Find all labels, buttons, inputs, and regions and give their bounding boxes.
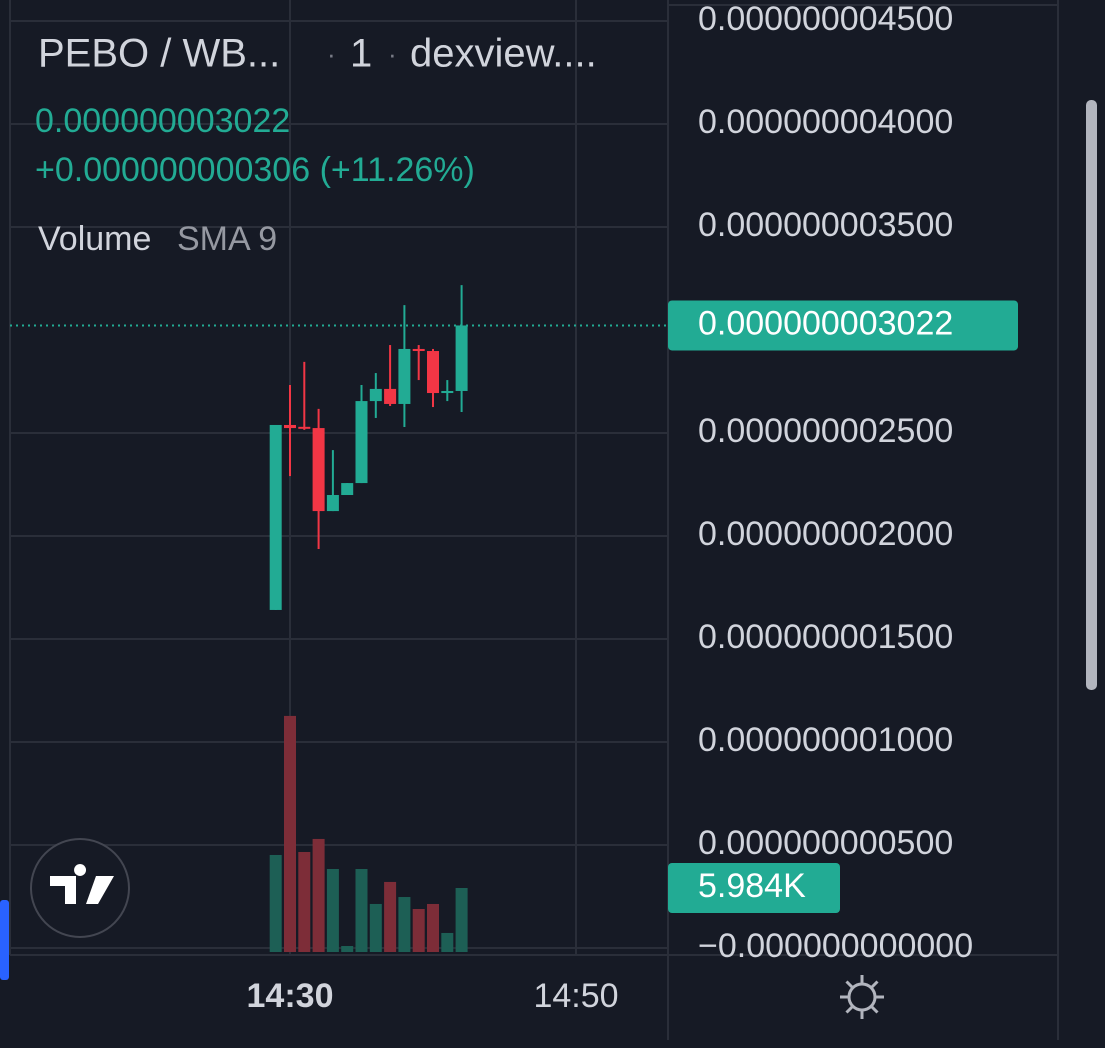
volume-bar <box>427 903 439 952</box>
volume-bar <box>341 946 354 952</box>
scrollbar[interactable] <box>1086 100 1097 690</box>
y-tick-label: 0.000000002500 <box>698 412 953 450</box>
indicator-params: SMA 9 <box>177 220 277 258</box>
last-price-box <box>668 300 1018 351</box>
y-tick-label: −0.000000000000 <box>698 927 973 965</box>
volume-bar <box>312 838 325 952</box>
y-tick-label: 0.000000004500 <box>698 0 953 38</box>
side-tab[interactable] <box>0 900 9 980</box>
y-tick-label: 0.000000000500 <box>698 824 953 862</box>
candle-body <box>355 401 368 484</box>
volume-bar <box>441 932 454 952</box>
gear-teeth <box>840 975 884 1019</box>
logo[interactable] <box>30 838 130 938</box>
candle-body <box>298 426 311 429</box>
last-volume-label: 5.984K <box>698 867 806 905</box>
volume-bar <box>284 715 296 952</box>
candle-body <box>269 424 282 610</box>
change: +0.000000000306 (+11.26%) <box>35 151 475 189</box>
price: 0.000000003022 <box>35 102 290 140</box>
logo-ring <box>30 838 130 938</box>
logo-mark <box>50 864 114 904</box>
candle-body <box>427 351 439 394</box>
symbol[interactable]: PEBO / WB... <box>38 32 280 76</box>
plot-area <box>10 0 668 955</box>
candle-body <box>284 424 296 429</box>
last-price-label: 0.000000003022 <box>698 304 953 342</box>
volume-bar <box>326 868 339 952</box>
candle-body <box>326 495 339 512</box>
indicator[interactable]: Volume <box>38 220 151 258</box>
volume-bar <box>384 881 397 952</box>
y-tick-label: 0.000000001000 <box>698 721 953 759</box>
interval[interactable]: 1 <box>350 32 372 76</box>
y-tick-label: 0.000000002000 <box>698 515 953 553</box>
y-tick-label: 0.000000003500 <box>698 206 953 244</box>
volume-bar <box>298 851 311 952</box>
settings-icon[interactable] <box>840 975 884 1019</box>
y-tick-label: 0.000000004000 <box>698 103 953 141</box>
gear-ring <box>847 982 877 1012</box>
y-tick-label: 0.000000001500 <box>698 618 953 656</box>
candle-body <box>398 348 411 404</box>
candle-body <box>441 390 454 394</box>
last-volume-box <box>668 862 840 913</box>
volume-bar <box>412 908 425 952</box>
volume-bar <box>398 897 411 952</box>
x-tick-label: 14:50 <box>533 977 618 1015</box>
volume-bar <box>355 868 368 952</box>
candle-body <box>412 348 425 352</box>
separator: · <box>388 39 397 69</box>
candle-body <box>384 388 397 404</box>
x-tick-label: 14:30 <box>247 977 334 1015</box>
volume-bar <box>369 903 382 952</box>
candle-body <box>341 483 354 496</box>
candle-body <box>369 388 382 402</box>
separator: · <box>327 39 336 69</box>
candle-body <box>312 428 325 512</box>
volume-bar <box>455 887 468 952</box>
candle-body <box>455 325 468 391</box>
volume-bar <box>269 854 282 952</box>
source[interactable]: dexview.... <box>410 32 597 76</box>
